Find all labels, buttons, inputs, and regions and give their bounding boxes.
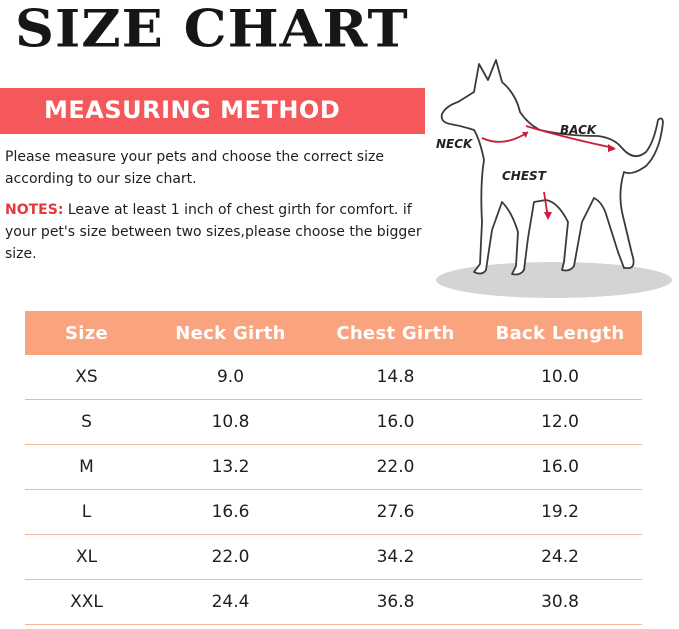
table-row: XS 9.0 14.8 10.0 — [25, 355, 642, 400]
cell-neck-girth: 22.0 — [148, 534, 313, 580]
notes-paragraph: NOTES: Leave at least 1 inch of chest gi… — [5, 199, 425, 265]
cell-chest-girth: 14.8 — [313, 355, 478, 400]
header-neck-girth: Neck Girth — [148, 311, 313, 355]
cell-back-length: 30.8 — [478, 579, 642, 625]
cell-back-length: 19.2 — [478, 489, 642, 535]
size-table: Size Neck Girth Chest Girth Back Length … — [25, 311, 642, 625]
neck-label: NECK — [436, 137, 474, 151]
cell-chest-girth: 34.2 — [313, 534, 478, 580]
table-row: XL 22.0 34.2 24.2 — [25, 534, 642, 580]
cell-size: XXL — [25, 579, 148, 625]
table-row: M 13.2 22.0 16.0 — [25, 444, 642, 490]
cell-size: XL — [25, 534, 148, 580]
cell-back-length: 24.2 — [478, 534, 642, 580]
header-back-length: Back Length — [478, 311, 642, 355]
neck-arrowhead — [522, 132, 528, 138]
dog-measurement-diagram: NECK CHEST BACK — [436, 59, 672, 298]
back-arrowhead — [608, 144, 616, 152]
table-row: XXL 24.4 36.8 30.8 — [25, 579, 642, 625]
back-arrow — [525, 125, 615, 149]
cell-chest-girth: 36.8 — [313, 579, 478, 625]
table-row: S 10.8 16.0 12.0 — [25, 399, 642, 445]
chest-arrowhead — [544, 212, 552, 220]
cell-chest-girth: 22.0 — [313, 444, 478, 490]
cell-neck-girth: 13.2 — [148, 444, 313, 490]
cell-neck-girth: 9.0 — [148, 355, 313, 400]
notes-label: NOTES: — [5, 202, 64, 218]
cell-size: XS — [25, 355, 148, 400]
cell-back-length: 12.0 — [478, 399, 642, 445]
table-header-row: Size Neck Girth Chest Girth Back Length — [25, 311, 642, 355]
header-size: Size — [25, 311, 148, 355]
measuring-method-banner: MEASURING METHOD — [0, 88, 425, 134]
instructions-text: Please measure your pets and choose the … — [5, 149, 384, 187]
chest-label: CHEST — [502, 169, 547, 183]
dog-shadow — [436, 262, 672, 298]
cell-neck-girth: 10.8 — [148, 399, 313, 445]
dog-silhouette — [440, 59, 664, 276]
banner-label: MEASURING METHOD — [44, 96, 341, 124]
cell-size: M — [25, 444, 148, 490]
cell-back-length: 10.0 — [478, 355, 642, 400]
cell-size: S — [25, 399, 148, 445]
back-label: BACK — [560, 123, 598, 137]
cell-chest-girth: 16.0 — [313, 399, 478, 445]
page-title: SIZE CHART — [15, 0, 409, 59]
header-chest-girth: Chest Girth — [313, 311, 478, 355]
cell-neck-girth: 24.4 — [148, 579, 313, 625]
cell-chest-girth: 27.6 — [313, 489, 478, 535]
cell-size: L — [25, 489, 148, 535]
cell-back-length: 16.0 — [478, 444, 642, 490]
notes-text: Leave at least 1 inch of chest girth for… — [5, 202, 422, 262]
table-row: L 16.6 27.6 19.2 — [25, 489, 642, 535]
cell-neck-girth: 16.6 — [148, 489, 313, 535]
